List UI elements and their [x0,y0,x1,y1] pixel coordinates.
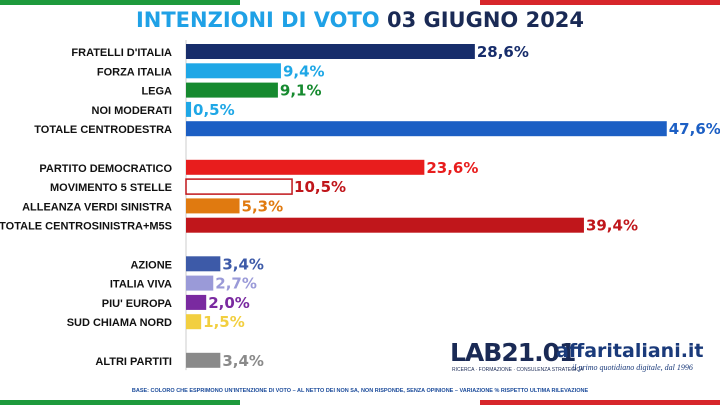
affaritaliani-logo: affaritaliani.it [556,340,704,362]
value-label-totale-centrosinistra-m5s: 39,4% [586,217,638,235]
affaritaliani-tagline: il primo quotidiano digitale, dal 1996 [572,363,693,372]
title-main: INTENZIONI DI VOTO [135,8,380,32]
value-label-fratelli-d-italia: 28,6% [477,43,529,61]
category-label-lega: LEGA [141,86,172,98]
bar-totale-centrodestra [186,121,667,137]
category-label-fratelli-d-italia: FRATELLI D'ITALIA [71,47,172,59]
value-label-azione: 3,4% [222,255,264,273]
bar-fratelli-d-italia [186,44,475,59]
category-label-movimento-5-stelle: MOVIMENTO 5 STELLE [50,182,172,194]
category-label-partito-democratico: PARTITO DEMOCRATICO [39,163,172,175]
value-label-movimento-5-stelle: 10,5% [294,178,346,196]
italian-flag-stripe-bottom [0,400,720,405]
page-title: INTENZIONI DI VOTO 03 GIUGNO 2024 [0,8,720,32]
bar-partito-democratico [186,159,425,175]
value-label-italia-viva: 2,7% [215,275,257,293]
bar-lega [186,82,278,98]
title-date: 03 GIUGNO 2024 [386,8,585,32]
category-label-totale-centrosinistra-m5s: TOTALE CENTROSINISTRA+M5S [0,221,172,233]
italian-flag-stripe-top [0,0,720,5]
category-label-totale-centrodestra: TOTALE CENTRODESTRA [34,124,172,136]
bar-sud-chiama-nord [186,314,202,330]
category-label-alleanza-verdi-sinistra: ALLEANZA VERDI SINISTRA [22,201,172,213]
flag-green-segment [0,400,240,405]
category-label-sud-chiama-nord: SUD CHIAMA NORD [67,317,172,329]
category-label-piu-europa: PIU' EUROPA [102,298,172,310]
value-label-noi-moderati: 0,5% [193,101,235,119]
bar-totale-centrosinistra-m5s [186,217,584,233]
bar-alleanza-verdi-sinistra [186,198,240,214]
value-label-lega: 9,1% [280,82,322,100]
lab2101-tagline: RICERCA · FORMAZIONE · CONSULENZA STRATE… [452,367,584,373]
lab2101-logo: LAB21.01 [450,338,576,367]
value-label-altri-partiti: 3,4% [222,352,264,370]
bar-piu-europa [186,294,207,310]
value-label-partito-democratico: 23,6% [426,159,478,177]
value-label-totale-centrodestra: 47,6% [669,120,720,138]
bar-azione [186,256,221,272]
value-label-sud-chiama-nord: 1,5% [203,313,245,331]
value-label-piu-europa: 2,0% [208,294,250,312]
footer-note: BASE: COLORO CHE ESPRIMONO UN'INTENZIONE… [131,388,589,394]
category-label-azione: AZIONE [130,259,172,271]
category-label-altri-partiti: ALTRI PARTITI [95,356,172,368]
value-label-alleanza-verdi-sinistra: 5,3% [242,197,284,215]
category-label-forza-italia: FORZA ITALIA [97,66,172,78]
flag-green-segment [0,0,240,5]
bar-italia-viva [186,275,214,291]
bar-movimento-5-stelle [185,178,293,195]
category-label-noi-moderati: NOI MODERATI [92,105,172,117]
category-label-italia-viva: ITALIA VIVA [110,279,172,291]
bar-noi-moderati [186,101,192,117]
value-label-forza-italia: 9,4% [283,62,325,80]
bar-forza-italia [186,63,281,79]
flag-red-segment [480,0,720,5]
flag-white-segment [240,400,480,405]
flag-red-segment [480,400,720,405]
flag-white-segment [240,0,480,5]
bar-altri-partiti [186,352,221,368]
